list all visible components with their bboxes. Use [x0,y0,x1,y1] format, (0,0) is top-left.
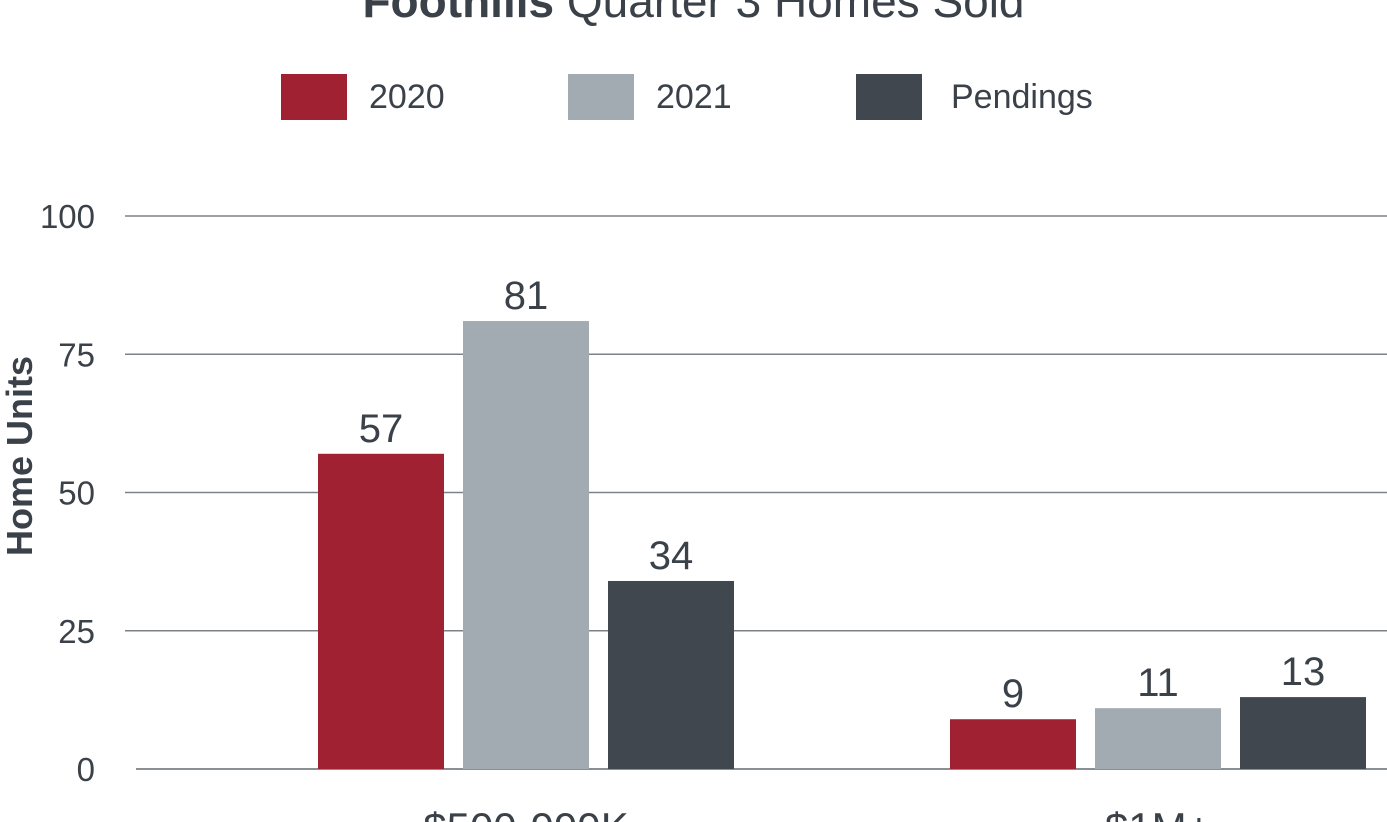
data-label-2021-0: 81 [504,274,549,318]
y-tick-label-50: 50 [58,475,95,512]
legend-swatch-pendings [856,74,922,120]
legend-item-2021: 2021 [568,74,732,120]
chart-title-bold: Foothills [362,0,555,27]
legend-swatch-2020 [281,74,347,120]
legend: 2020 2021 Pendings [0,74,1387,122]
bar-2020-0 [318,453,444,769]
data-label-pendings-1: 13 [1281,650,1326,694]
chart-title: Foothills Quarter 3 Homes Sold [0,0,1387,28]
data-label-2021-1: 11 [1137,661,1179,705]
bar-2020-1 [950,719,1076,769]
bar-pendings-0 [608,580,734,769]
data-label-pendings-0: 34 [649,534,694,578]
chart-title-rest: Quarter 3 Homes Sold [566,0,1025,27]
legend-label-2020: 2020 [369,77,445,116]
legend-label-2021: 2021 [656,77,732,116]
legend-swatch-2021 [568,74,634,120]
bar-pendings-1 [1240,697,1366,769]
y-tick-label-25: 25 [58,613,95,650]
legend-item-pendings: Pendings [856,74,1093,120]
bar-2021-0 [463,321,589,769]
legend-label-pendings: Pendings [951,77,1093,116]
category-label-1: $1M+ [1105,804,1211,822]
bar-2021-1 [1095,708,1221,769]
y-tick-label-0: 0 [77,751,95,788]
data-label-2020-0: 57 [359,407,404,451]
legend-item-2020: 2020 [281,74,445,120]
y-tick-label-100: 100 [40,198,95,235]
category-label-0: $500-999K [423,804,629,822]
y-tick-label-75: 75 [58,336,95,373]
data-label-2020-1: 9 [1002,672,1024,716]
